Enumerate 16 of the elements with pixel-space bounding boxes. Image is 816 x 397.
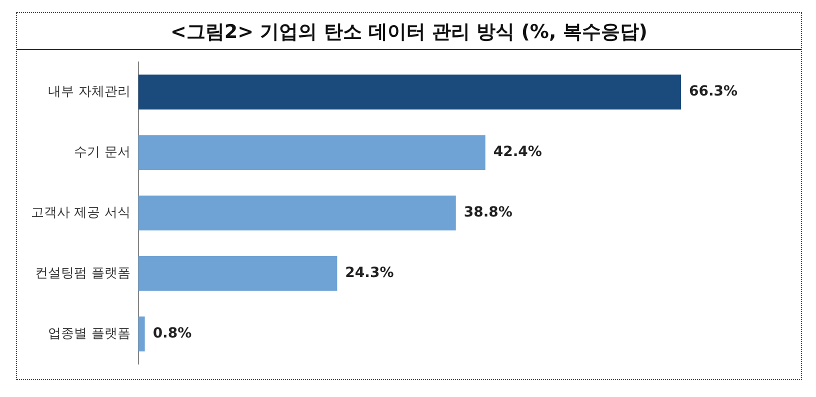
data-label: 0.8% <box>152 326 192 342</box>
bar <box>138 316 145 352</box>
y-tick-label: 수기 문서 <box>74 144 130 160</box>
bar <box>138 135 486 170</box>
y-tick-label: 컨설팅펌 플랫폼 <box>35 266 130 281</box>
bar <box>138 256 338 291</box>
chart-title: <그림2> 기업의 탄소 데이터 관리 방식 (%, 복수응답) <box>17 13 801 50</box>
data-label: 38.8% <box>464 204 512 221</box>
y-tick-label: 업종별 플랫폼 <box>48 326 130 342</box>
y-tick-label: 고객사 제공 서식 <box>31 205 130 220</box>
data-label: 42.4% <box>493 144 542 160</box>
bar <box>138 196 456 230</box>
y-tick-label: 내부 자체관리 <box>48 84 130 100</box>
bar <box>138 74 681 110</box>
data-label: 24.3% <box>345 265 394 282</box>
data-label: 66.3% <box>689 84 738 100</box>
